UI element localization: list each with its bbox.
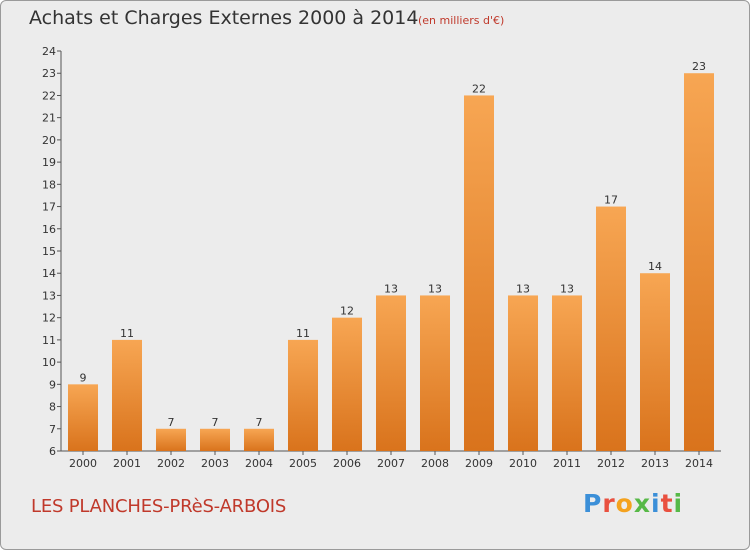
bar (640, 273, 670, 451)
bar-value-label: 13 (516, 282, 530, 295)
bar-value-label: 11 (296, 327, 310, 340)
y-tick-label: 15 (42, 245, 56, 258)
x-tick-label: 2000 (69, 457, 97, 470)
y-tick-label: 14 (42, 267, 56, 280)
y-tick-label: 9 (49, 378, 56, 391)
y-tick-label: 8 (49, 401, 56, 414)
chart-title: Achats et Charges Externes 2000 à 2014 (29, 7, 419, 29)
bar (244, 428, 274, 451)
x-tick-label: 2011 (553, 457, 581, 470)
bar-value-label: 13 (560, 282, 574, 295)
y-tick-label: 21 (42, 112, 56, 125)
x-tick-label: 2012 (597, 457, 625, 470)
bar (684, 73, 714, 451)
x-tick-label: 2004 (245, 457, 273, 470)
bar-value-label: 23 (692, 60, 706, 73)
chart-unit-label: (en milliers d'€) (418, 14, 505, 27)
logo-letter: r (602, 489, 616, 518)
y-tick-label: 6 (49, 445, 56, 458)
bar-value-label: 11 (120, 327, 134, 340)
x-tick-label: 2001 (113, 457, 141, 470)
bar-value-label: 14 (648, 260, 662, 273)
y-tick-label: 12 (42, 312, 56, 325)
y-tick-label: 17 (42, 201, 56, 214)
bar (156, 428, 186, 451)
bar (112, 339, 142, 451)
logo-letter: i (651, 489, 661, 518)
y-tick-label: 24 (42, 45, 56, 58)
y-tick-label: 7 (49, 423, 56, 436)
bar-value-label: 13 (384, 282, 398, 295)
y-tick-label: 18 (42, 178, 56, 191)
x-tick-label: 2005 (289, 457, 317, 470)
bar-value-label: 22 (472, 82, 486, 95)
bar-value-label: 7 (212, 416, 219, 429)
x-tick-label: 2014 (685, 457, 713, 470)
x-tick-label: 2006 (333, 457, 361, 470)
bar-value-label: 7 (168, 416, 175, 429)
bar-value-label: 7 (256, 416, 263, 429)
commune-name: LES PLANCHES-PRèS-ARBOIS (31, 496, 287, 517)
plot-area: 6 7 8 9 10 11 12 13 14 15 16 17 18 19 20 21 22 23 24 9 2000 1… (42, 45, 721, 470)
bar (332, 317, 362, 451)
x-tick-label: 2002 (157, 457, 185, 470)
bar-value-label: 13 (428, 282, 442, 295)
y-tick-label: 16 (42, 223, 56, 236)
logo-letter: i (673, 489, 684, 518)
bar (376, 295, 406, 451)
bar (464, 95, 494, 451)
bar (596, 206, 626, 451)
x-tick-label: 2008 (421, 457, 449, 470)
y-tick-label: 19 (42, 156, 56, 169)
proxiti-logo: Proxiti (583, 489, 683, 518)
y-tick-label: 13 (42, 289, 56, 302)
x-tick-label: 2010 (509, 457, 537, 470)
bar (200, 428, 230, 451)
bar (288, 339, 318, 451)
x-tick-label: 2009 (465, 457, 493, 470)
y-tick-label: 23 (42, 67, 56, 80)
x-tick-label: 2007 (377, 457, 405, 470)
bar (552, 295, 582, 451)
y-tick-label: 22 (42, 89, 56, 102)
bar-value-label: 9 (80, 371, 87, 384)
x-tick-label: 2013 (641, 457, 669, 470)
logo-letter: x (633, 489, 651, 518)
x-tick-label: 2003 (201, 457, 229, 470)
bar-value-label: 12 (340, 305, 354, 318)
logo-letter: P (583, 489, 603, 518)
logo-letter: t (660, 489, 674, 518)
bar (508, 295, 538, 451)
y-tick-label: 11 (42, 334, 56, 347)
logo-letter: o (615, 489, 634, 518)
y-tick-label: 20 (42, 134, 56, 147)
bar-value-label: 17 (604, 194, 618, 207)
bar (420, 295, 450, 451)
bar (68, 384, 98, 451)
y-tick-label: 10 (42, 356, 56, 369)
